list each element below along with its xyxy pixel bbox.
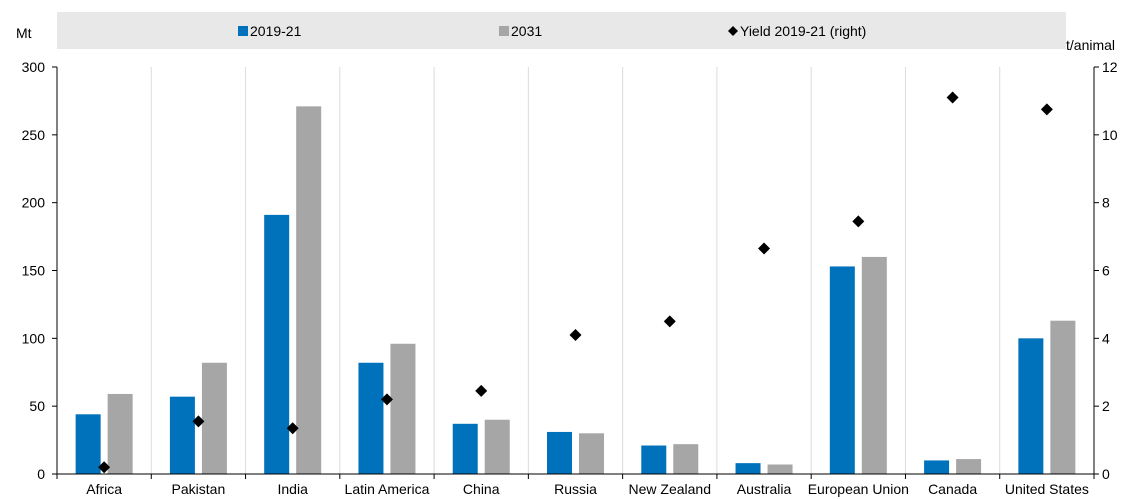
bar-2031: [390, 343, 416, 474]
bar-2031: [484, 419, 510, 474]
left-tick-label: 200: [22, 195, 46, 211]
right-tick-label: 0: [1102, 466, 1110, 482]
left-tick-label: 250: [22, 127, 46, 143]
yield-marker: [663, 315, 676, 328]
bar-2031: [107, 393, 133, 474]
legend-label: 2019-21: [250, 23, 302, 39]
bars: [75, 106, 1076, 475]
bar-2031: [201, 362, 227, 474]
x-tick-label: New Zealand: [629, 481, 712, 497]
bar-2019-21: [169, 396, 195, 474]
legend-background: [57, 12, 1066, 49]
bar-2019-21: [1018, 338, 1044, 474]
bar-2031: [1050, 320, 1076, 474]
bar-2019-21: [829, 266, 855, 474]
grid: [150, 67, 1001, 474]
right-tick-label: 12: [1102, 59, 1118, 75]
x-tick-label: Russia: [554, 481, 597, 497]
x-tick-label: United States: [1005, 481, 1089, 497]
right-tick-label: 4: [1102, 330, 1110, 346]
bar-2019-21: [452, 423, 478, 474]
left-tick-label: 50: [29, 398, 45, 414]
x-tick-label: Latin America: [345, 481, 430, 497]
bar-2019-21: [641, 445, 667, 474]
bar-2019-21: [735, 463, 761, 474]
yield-marker: [758, 242, 771, 255]
legend: 2019-21 2031 Yield 2019-21 (right): [238, 23, 866, 39]
bar-2031: [861, 256, 887, 474]
yield-marker: [852, 215, 865, 228]
bar-2019-21: [264, 214, 290, 475]
legend-swatch: [238, 26, 248, 36]
x-tick-label: European Union: [808, 481, 909, 497]
right-tick-label: 8: [1102, 195, 1110, 211]
axes: 0 50 100 150 200 250 300 0 2 4 6 8 10 12 Africa Pakista…: [22, 59, 1118, 497]
bar-2031: [673, 444, 699, 474]
yield-marker: [192, 415, 205, 428]
yield-marker: [380, 393, 393, 406]
legend-swatch: [499, 26, 509, 36]
left-tick-label: 100: [22, 330, 46, 346]
right-axis-unit: t/animal: [1066, 37, 1115, 53]
x-tick-label: China: [463, 481, 500, 497]
left-tick-label: 0: [37, 466, 45, 482]
x-tick-label: Pakistan: [172, 481, 226, 497]
x-tick-label: India: [278, 481, 309, 497]
bar-2019-21: [358, 362, 384, 474]
yield-marker: [569, 328, 582, 341]
bar-2031: [296, 106, 322, 475]
bar-2031: [956, 459, 982, 474]
bar-2019-21: [75, 414, 101, 474]
right-tick-label: 10: [1102, 127, 1118, 143]
bar-2031: [767, 464, 793, 474]
yield-markers: [98, 91, 1053, 474]
yield-marker: [475, 384, 488, 397]
legend-label: Yield 2019-21 (right): [740, 23, 866, 39]
bar-2031: [579, 433, 604, 474]
x-tick-label: Australia: [737, 481, 792, 497]
left-tick-label: 150: [22, 263, 46, 279]
bar-2019-21: [924, 460, 950, 474]
yield-marker: [1040, 103, 1053, 116]
right-tick-label: 6: [1102, 263, 1110, 279]
yield-marker: [946, 91, 959, 104]
yield-marker: [286, 422, 299, 435]
left-axis-unit: Mt: [16, 25, 32, 41]
x-tick-label: Canada: [928, 481, 977, 497]
legend-label: 2031: [511, 23, 542, 39]
left-tick-label: 300: [22, 59, 46, 75]
x-tick-label: Africa: [86, 481, 122, 497]
right-tick-label: 2: [1102, 398, 1110, 414]
bar-2019-21: [547, 431, 572, 474]
legend-diamond-icon: [728, 26, 738, 36]
yield-marker: [98, 461, 111, 474]
